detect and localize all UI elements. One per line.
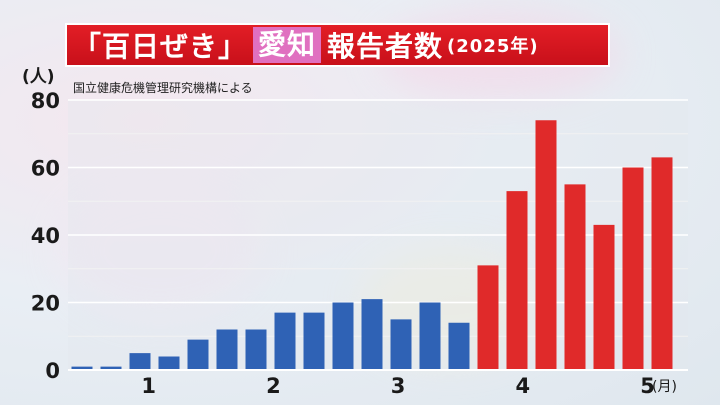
x-tick-label: 2 (266, 374, 281, 398)
bar (593, 224, 615, 370)
chart-title: 「百日ぜき」 愛知 報告者数 (2025年) (65, 23, 610, 67)
y-tick-label: 20 (31, 292, 60, 316)
x-axis-unit: (月) (652, 379, 677, 395)
bar (332, 302, 354, 370)
x-tick-label: 5 (640, 374, 655, 398)
bar (390, 319, 412, 370)
bar (535, 120, 557, 370)
bar (158, 356, 180, 370)
bar (100, 366, 122, 370)
bar (71, 366, 93, 370)
y-tick-label: 0 (45, 359, 60, 383)
bar (419, 302, 441, 370)
x-tick-label: 3 (391, 374, 406, 398)
y-tick-label: 80 (31, 89, 60, 113)
y-tick-label: 60 (31, 157, 60, 181)
bar (651, 157, 673, 370)
bar (303, 312, 325, 370)
title-main: 「百日ぜき」 (73, 30, 248, 63)
bar (361, 299, 383, 370)
bar (564, 184, 586, 370)
title-year: (2025年) (447, 36, 539, 57)
bar (506, 191, 528, 370)
y-axis-unit: (人) (22, 67, 55, 87)
bar (477, 265, 499, 370)
title-rest: 報告者数 (327, 30, 444, 63)
bar (274, 312, 296, 370)
bar (245, 329, 267, 370)
bar (622, 167, 644, 370)
bar (187, 339, 209, 370)
title-region: 愛知 (253, 27, 322, 63)
bar (216, 329, 238, 370)
x-tick-label: 4 (515, 374, 530, 398)
source-note: 国立健康危機管理研究機構による (73, 81, 253, 95)
bar (448, 322, 470, 370)
bar (129, 353, 151, 370)
y-tick-label: 40 (31, 224, 60, 248)
x-tick-label: 1 (141, 374, 156, 398)
